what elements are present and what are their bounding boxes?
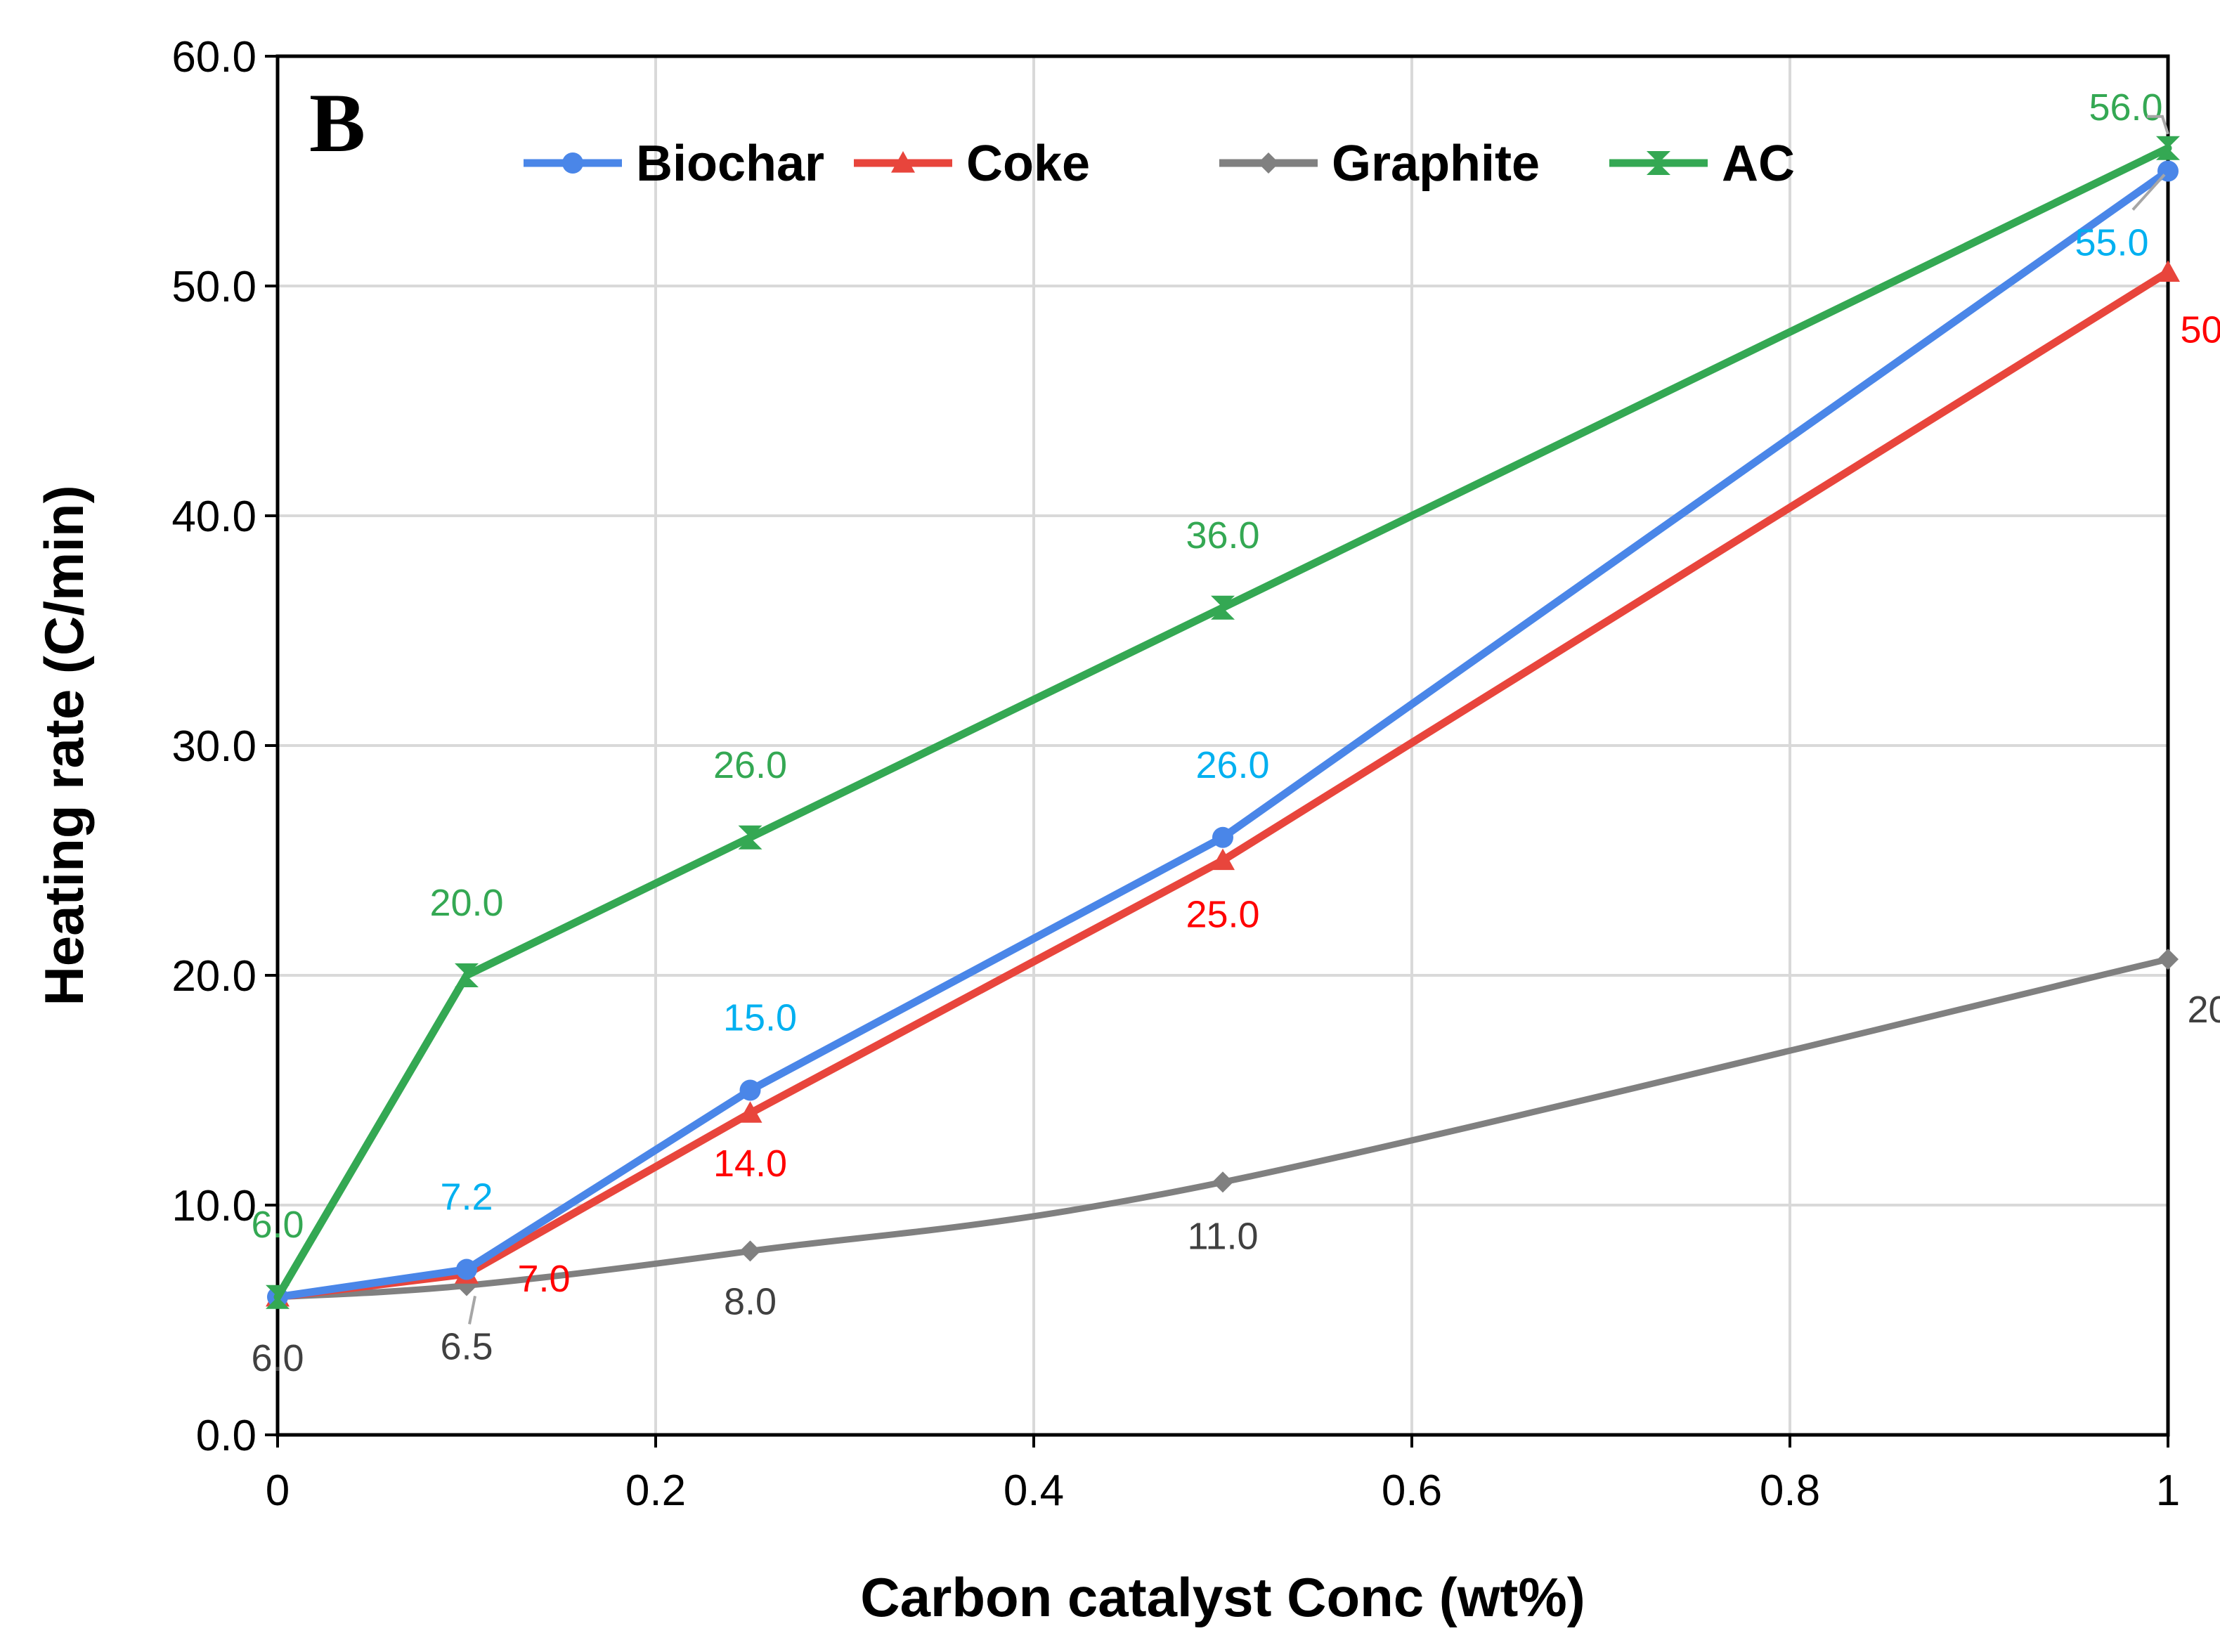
data-point-biochar <box>739 1079 761 1101</box>
series-line-biochar <box>273 167 2172 1301</box>
legend-marker-biochar <box>562 152 583 174</box>
legend-label-biochar: Biochar <box>636 136 824 192</box>
data-label-graphite: 6.5 <box>440 1325 493 1367</box>
data-label-biochar: 7.2 <box>440 1176 493 1218</box>
series-biochar <box>267 160 2179 1308</box>
series-ac <box>266 136 2180 1309</box>
y-axis-title: Heating rate (C/min) <box>33 485 95 1006</box>
legend-label-ac: AC <box>1722 136 1795 192</box>
legend-item-graphite: Graphite <box>1219 136 1540 192</box>
legend-item-biochar: Biochar <box>524 136 824 192</box>
legend-marker-graphite <box>1258 152 1279 174</box>
y-axis-ticks: 0.0 10.0 20.0 30.0 40.0 50.0 60.0 <box>171 33 278 1460</box>
x-tick-label: 0.8 <box>1760 1466 1820 1515</box>
data-labels: 7.2 15.0 26.0 55.0 7.0 14.0 25.0 50.6 6.0 6.5 8.0 1… <box>251 86 2220 1379</box>
legend-label-coke: Coke <box>966 136 1090 192</box>
panel-label: B <box>309 76 365 169</box>
legend-item-coke: Coke <box>854 136 1090 192</box>
legend-item-ac: AC <box>1609 136 1795 192</box>
leader-line <box>2147 115 2169 135</box>
data-point-coke <box>1211 848 1235 871</box>
data-point-graphite <box>2157 949 2179 970</box>
x-axis-title: Carbon catalyst Conc (wt%) <box>860 1566 1585 1628</box>
data-point-ac <box>455 963 479 987</box>
data-label-graphite: 11.0 <box>1187 1215 1258 1257</box>
y-tick-label: 0.0 <box>196 1412 257 1460</box>
x-tick-label: 0.2 <box>625 1466 686 1515</box>
data-label-coke: 7.0 <box>517 1258 570 1300</box>
legend: Biochar Coke Graphite AC <box>524 136 1795 192</box>
x-tick-label: 0 <box>266 1466 290 1515</box>
data-label-coke: 14.0 <box>713 1143 787 1185</box>
data-label-ac: 36.0 <box>1186 514 1259 557</box>
data-label-biochar: 26.0 <box>1195 744 1269 786</box>
data-label-ac: 56.0 <box>2089 86 2162 129</box>
data-point-graphite <box>739 1240 761 1262</box>
data-point-ac <box>738 825 762 850</box>
legend-marker-coke <box>891 151 915 173</box>
data-point-coke <box>2156 260 2180 282</box>
data-point-biochar <box>1212 826 1233 848</box>
series-layer <box>266 136 2180 1309</box>
y-tick-label: 50.0 <box>171 263 257 311</box>
data-point-ac <box>1211 595 1235 620</box>
data-label-coke: 50.6 <box>2180 308 2220 351</box>
y-tick-label: 10.0 <box>171 1182 257 1230</box>
data-point-ac <box>2156 136 2180 160</box>
x-axis-ticks: 0 0.2 0.4 0.6 0.8 1 <box>266 1435 2180 1515</box>
data-point-ac <box>266 1284 290 1309</box>
legend-marker-ac <box>1647 151 1670 175</box>
data-label-coke: 25.0 <box>1186 894 1259 936</box>
data-label-ac: 6.0 <box>251 1204 304 1246</box>
data-label-graphite: 20.7 <box>2187 989 2220 1031</box>
y-tick-label: 60.0 <box>171 33 257 82</box>
y-tick-label: 40.0 <box>171 493 257 541</box>
leader-line <box>2131 174 2166 211</box>
data-label-biochar: 15.0 <box>723 997 797 1039</box>
leader-line <box>468 1296 476 1325</box>
x-tick-label: 0.4 <box>1004 1466 1064 1515</box>
x-tick-label: 1 <box>2156 1466 2180 1515</box>
data-label-graphite: 8.0 <box>724 1280 777 1322</box>
data-label-biochar: 55.0 <box>2075 222 2148 264</box>
legend-label-graphite: Graphite <box>1332 136 1540 192</box>
series-line-ac <box>273 144 2172 1301</box>
data-point-coke <box>738 1101 762 1123</box>
data-point-graphite <box>1212 1171 1233 1193</box>
data-label-ac: 20.0 <box>429 882 503 924</box>
data-label-graphite: 6.0 <box>251 1337 304 1379</box>
data-point-biochar <box>456 1258 477 1280</box>
data-label-ac: 26.0 <box>713 744 787 786</box>
y-tick-label: 30.0 <box>171 722 257 771</box>
x-tick-label: 0.6 <box>1382 1466 1442 1515</box>
y-tick-label: 20.0 <box>171 952 257 1001</box>
